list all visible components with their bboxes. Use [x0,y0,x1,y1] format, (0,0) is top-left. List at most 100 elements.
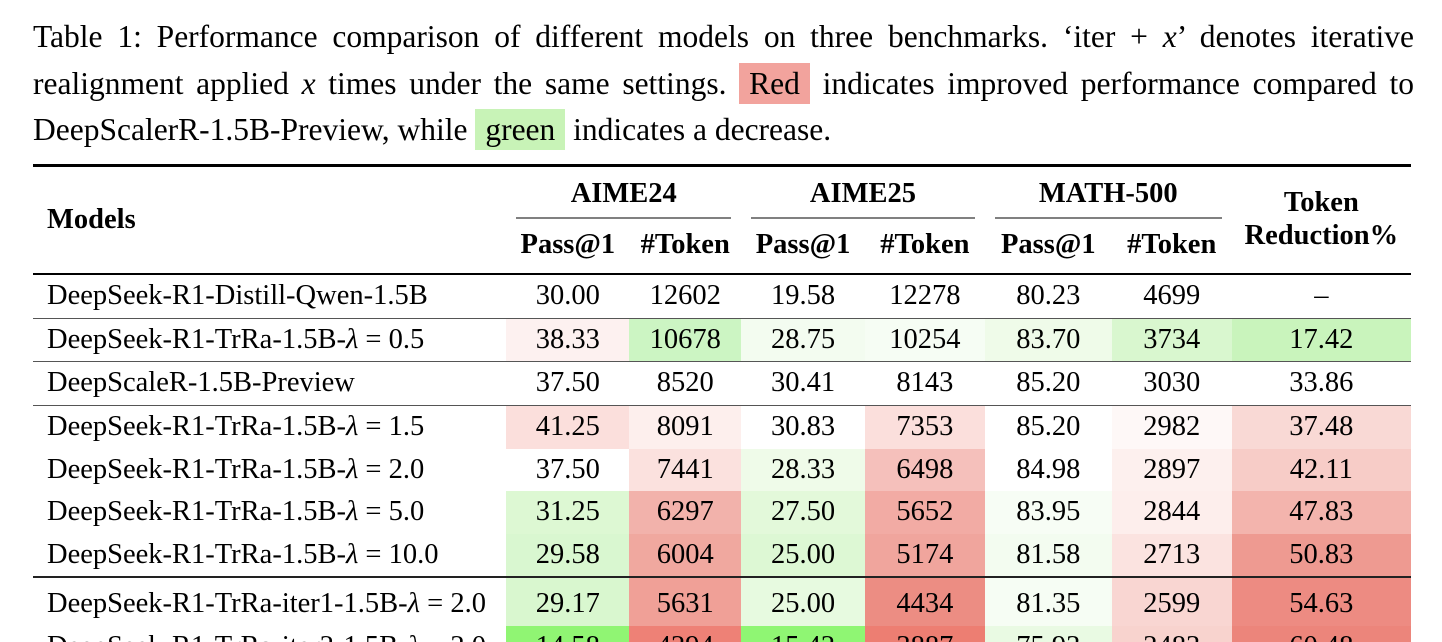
group-label-aime24: AIME24 [516,177,732,220]
value-cell: 2982 [1111,405,1232,449]
model-name: DeepScaleR-1.5B-Preview [33,361,507,406]
results-table: Models AIME24 AIME25 MATH-500 Token Redu… [33,163,1411,642]
caption-text-4: indicates improved performance compared … [33,65,1415,148]
value-cell: 5652 [864,491,985,534]
model-lambda: λ [345,410,359,442]
value-cell: 29.17 [506,577,630,627]
group-label-math500: MATH-500 [994,177,1222,220]
model-lambda-value: = 0.5 [358,323,425,355]
value-cell: 4294 [629,626,742,642]
value-cell: 30.00 [506,274,630,319]
col-header-math500-token: #Token [1111,219,1232,276]
value-cell: 8143 [864,361,985,406]
model-name: DeepSeek-R1-TrRa-iter2-1.5B-λ = 2.0 [33,626,506,642]
value-cell: 5174 [864,533,985,579]
value-cell: 37.50 [506,361,630,406]
token-reduction-column-header: Token Reduction% [1231,165,1411,276]
models-column-header: Models [33,165,507,276]
value-cell: 50.83 [1231,533,1411,579]
value-cell: 81.58 [984,533,1112,579]
model-name-text: DeepSeek-R1-TrRa-1.5B- [47,410,346,442]
model-name-text: DeepSeek-R1-TrRa-iter2-1.5B- [47,631,408,642]
table-row: DeepSeek-R1-TrRa-1.5B-λ = 2.0 37.50 7441… [33,448,1411,492]
value-cell: 84.98 [1016,453,1081,485]
value-cell: 30.83 [770,410,836,442]
value-cell: 47.83 [1231,491,1411,534]
value-cell: 30.41 [741,361,865,406]
group-label-aime25: AIME25 [751,177,975,220]
green-highlight-label: green [475,109,566,151]
value-cell: 37.48 [1231,405,1411,449]
model-name-text: DeepScaleR-1.5B-Preview [47,367,355,399]
value-cell: 8520 [629,361,742,406]
model-lambda-value: = 1.5 [358,410,425,442]
group-header-row: Models AIME24 AIME25 MATH-500 Token Redu… [33,165,1411,276]
model-name: DeepSeek-R1-TrRa-1.5B-λ = 2.0 [33,449,506,492]
value-cell: 80.23 [984,274,1112,319]
value-cell: 2844 [1111,491,1232,534]
model-name-text: DeepSeek-R1-TrRa-1.5B- [47,538,346,570]
value-cell: 7353 [864,405,985,449]
value-cell: 37.50 [535,453,600,485]
table-row: DeepSeek-R1-TrRa-1.5B-λ = 1.5 41.25 8091… [33,405,1411,449]
group-header-math500: MATH-500 [985,165,1232,220]
value-cell: 42.11 [1231,448,1411,492]
value-cell: 3887 [864,626,985,642]
value-cell: 5631 [629,577,742,627]
group-header-aime25: AIME25 [741,165,985,220]
caption-text-5: indicates a decrease. [565,112,832,148]
table-row: DeepSeek-R1-Distill-Qwen-1.5B 30.00 1260… [33,274,1411,319]
value-cell: 3030 [1111,361,1232,406]
value-cell: 7441 [629,448,742,492]
value-cell: 8091 [629,405,742,449]
table-row: DeepSeek-R1-TrRa-1.5B-λ = 10.0 29.58 600… [33,533,1411,579]
value-cell: 14.58 [506,626,630,642]
value-cell: 28.75 [741,318,865,363]
value-cell: 6004 [629,533,742,579]
value-cell: 33.86 [1231,361,1411,406]
col-header-aime25-token: #Token [864,219,985,276]
model-name: DeepSeek-R1-TrRa-1.5B-λ = 0.5 [33,318,507,363]
model-name-text: DeepSeek-R1-TrRa-1.5B- [47,323,346,355]
value-cell: 10254 [864,318,985,363]
value-cell: 3734 [1111,318,1232,363]
caption-text-1: Table 1: Performance comparison of diffe… [33,19,1163,54]
model-lambda: λ [345,323,359,355]
sub-header-row: Pass@1 #Token Pass@1 #Token Pass@1 #Toke… [33,219,1411,276]
value-cell: 28.33 [741,448,865,492]
value-cell: 4434 [864,577,985,627]
value-cell: 29.58 [506,533,630,579]
value-cell: – [1231,274,1411,319]
value-cell: 6498 [864,448,985,492]
value-cell: 12602 [629,274,742,319]
table-caption: Table 1: Performance comparison of diffe… [33,14,1414,154]
value-cell: 54.63 [1231,577,1411,627]
model-name-text: DeepSeek-R1-TrRa-iter1-1.5B- [47,588,408,620]
model-lambda-value: = 10.0 [358,538,439,570]
model-lambda: λ [345,453,359,485]
model-lambda: λ [345,496,359,528]
value-cell: 83.95 [984,491,1112,534]
caption-text-2: ’ denotes iterative realignment applied [33,19,1414,101]
model-lambda-value: = 2.0 [358,453,425,485]
col-header-aime25-pass1: Pass@1 [741,219,865,276]
model-name-text: DeepSeek-R1-TrRa-1.5B- [47,453,346,485]
red-highlight-label: Red [739,62,810,104]
caption-math-x1: x [1162,19,1177,54]
value-cell: 2599 [1111,577,1232,627]
value-cell: 19.58 [741,274,865,319]
value-cell: 4699 [1111,274,1232,319]
value-cell: 83.70 [984,318,1112,363]
model-name: DeepSeek-R1-TrRa-1.5B-λ = 5.0 [33,491,506,534]
value-cell: 85.20 [984,361,1112,406]
token-reduction-line1: Token [1283,186,1359,218]
token-reduction-line2: Reduction% [1244,220,1399,252]
table-row: DeepSeek-R1-TrRa-iter1-1.5B-λ = 2.0 29.1… [33,577,1411,627]
model-name: DeepSeek-R1-TrRa-1.5B-λ = 10.0 [33,533,507,579]
value-cell: 15.42 [741,626,865,642]
model-name: DeepSeek-R1-Distill-Qwen-1.5B [33,274,507,319]
value-cell: 27.50 [741,491,865,534]
col-header-aime24-pass1: Pass@1 [506,219,630,276]
table-row: DeepSeek-R1-TrRa-1.5B-λ = 5.0 31.25 6297… [33,491,1411,534]
model-lambda-value: = 2.0 [420,588,486,620]
